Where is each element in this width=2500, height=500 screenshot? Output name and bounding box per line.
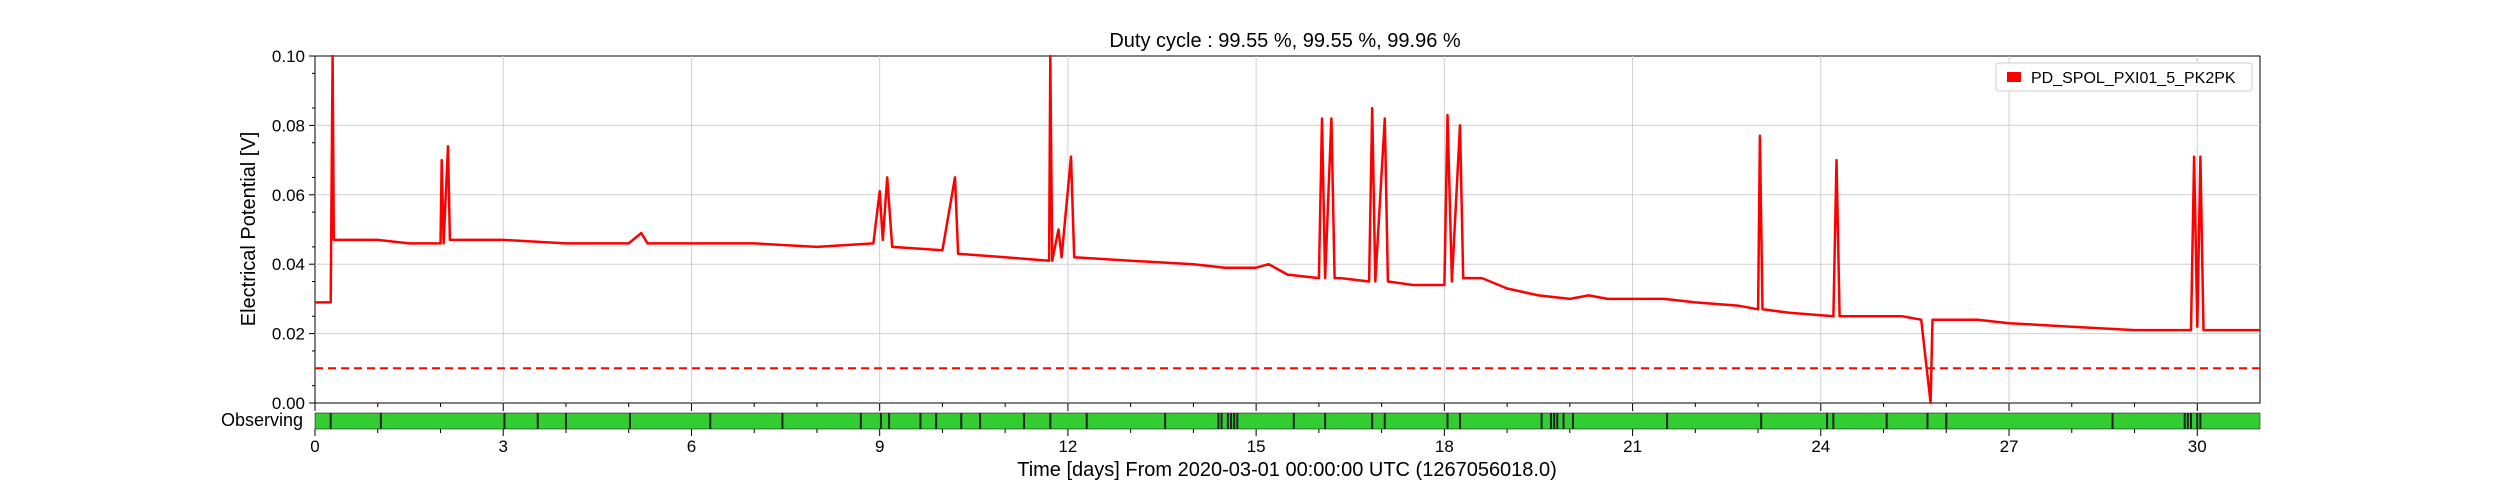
x-tick-label: 3 [498, 437, 507, 456]
x-tick-label: 0 [310, 437, 319, 456]
legend-swatch [2007, 72, 2021, 82]
segment-bar [314, 412, 2261, 430]
series-line [315, 54, 2260, 405]
y-axis: 0.00 0.02 0.04 0.06 0.08 0.10 [272, 47, 315, 413]
x-tick-label: 18 [1435, 437, 1454, 456]
y-tick-label: 0.00 [272, 394, 305, 413]
series-layer [315, 54, 2260, 405]
y-axis-label: Electrical Potential [V] [238, 132, 260, 327]
segment-label: Observing [221, 410, 303, 430]
x-axis: 0 3 6 9 12 15 18 21 24 27 30 [310, 403, 2207, 456]
x-tick-label: 9 [875, 437, 884, 456]
legend-label: PD_SPOL_PXI01_5_PK2PK [2031, 70, 2236, 87]
y-tick-label: 0.08 [272, 116, 305, 135]
y-tick-label: 0.02 [272, 325, 305, 344]
x-axis-label: Time [days] From 2020-03-01 00:00:00 UTC… [1017, 459, 1557, 481]
segment-gaps [329, 413, 2202, 429]
x-tick-label: 15 [1247, 437, 1266, 456]
x-tick-label: 12 [1058, 437, 1077, 456]
x-tick-label: 6 [687, 437, 696, 456]
grid [315, 56, 2260, 403]
y-tick-label: 0.10 [272, 47, 305, 66]
plot-area [314, 55, 2261, 404]
x-tick-label: 21 [1623, 437, 1642, 456]
y-tick-label: 0.04 [272, 255, 305, 274]
legend-box [1995, 62, 2253, 92]
x-tick-label: 27 [2000, 437, 2019, 456]
x-tick-label: 30 [2188, 437, 2207, 456]
x-tick-label: 24 [1811, 437, 1830, 456]
y-tick-label: 0.06 [272, 186, 305, 205]
chart-title: Duty cycle : 99.55 %, 99.55 %, 99.96 % [1109, 30, 1461, 52]
legend: PD_SPOL_PXI01_5_PK2PK [1995, 62, 2253, 92]
